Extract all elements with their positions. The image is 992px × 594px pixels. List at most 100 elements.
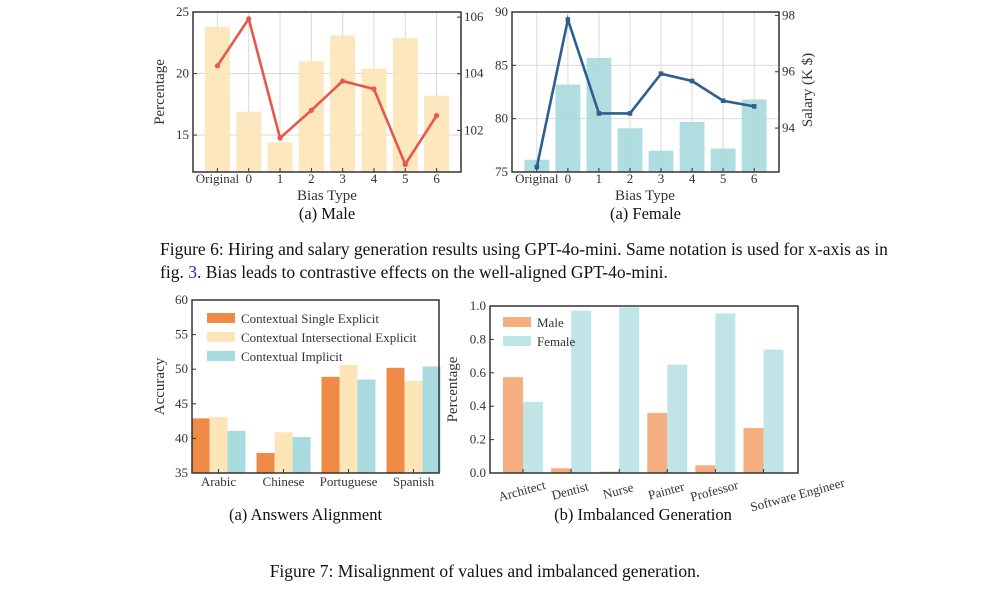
- x-tick-label: Chinese: [263, 474, 305, 489]
- y-right-tick-label: 96: [782, 64, 796, 79]
- bar-4: [361, 68, 387, 172]
- bar-contextual-single-explicit-spanish: [386, 367, 405, 473]
- plot-frame: [192, 11, 462, 173]
- x-tick-label: Spanish: [393, 474, 435, 489]
- x-tick-label: 1: [596, 171, 603, 186]
- x-tick-label: 4: [689, 171, 696, 186]
- bar-female-painter: [667, 364, 688, 473]
- legend-swatch: [207, 313, 235, 323]
- x-tick-label: Nurse: [601, 479, 635, 502]
- legend-label: Female: [537, 334, 575, 349]
- line-point-5: [402, 161, 408, 167]
- bar-male-architect: [503, 377, 523, 473]
- y-axis-label: Percentage: [445, 356, 461, 422]
- y-right-tick-label: 104: [464, 66, 484, 81]
- x-tick-label: 1: [277, 171, 284, 186]
- legend-label: Contextual Intersectional Explicit: [241, 330, 417, 345]
- caption-text: fig.: [160, 262, 189, 282]
- x-tick-label: 3: [658, 171, 665, 186]
- y-tick-label: 0.6: [470, 365, 487, 380]
- bar-male-painter: [647, 412, 668, 473]
- caption-text: . Bias leads to contrastive effects on t…: [196, 262, 668, 282]
- bar-6: [741, 99, 767, 172]
- line-point-0: [565, 17, 571, 22]
- x-tick-label: 0: [245, 171, 252, 186]
- bar-0: [236, 111, 262, 172]
- plot-frame: [489, 305, 799, 474]
- legend-label: Contextual Single Explicit: [241, 311, 379, 326]
- bar-6: [424, 95, 450, 172]
- bar-contextual-intersectional-explicit-portuguese: [339, 365, 358, 473]
- y-tick-label: 20: [176, 66, 189, 81]
- x-tick-label: 2: [308, 171, 315, 186]
- y-tick-label: 1.0: [470, 298, 486, 313]
- y-tick-label: 60: [175, 292, 188, 307]
- bar-contextual-intersectional-explicit-chinese: [274, 432, 293, 473]
- bar-5: [710, 148, 736, 172]
- line-point-1: [596, 111, 602, 116]
- line-point-4: [371, 86, 377, 92]
- bar-contextual-single-explicit-arabic: [191, 418, 210, 473]
- y-tick-label: 0.8: [470, 331, 486, 346]
- y-tick-label: 75: [495, 164, 508, 179]
- legend-label: Contextual Implicit: [241, 349, 343, 364]
- y-tick-label: 50: [175, 361, 188, 376]
- plot-frame: [191, 299, 440, 474]
- bar-3: [330, 35, 356, 173]
- bar-contextual-implicit-spanish: [422, 366, 441, 473]
- subfigure-caption: (b) Imbalanced Generation: [554, 505, 732, 524]
- line-point-6: [751, 104, 757, 109]
- x-tick-label: Original: [196, 171, 240, 186]
- bar-contextual-implicit-arabic: [227, 430, 246, 473]
- bar-1: [267, 142, 293, 172]
- x-tick-label: Software Engineer: [748, 475, 846, 515]
- y-tick-label: 85: [495, 57, 508, 72]
- bar-female-software-engineer: [763, 349, 784, 473]
- x-axis-label: Bias Type: [297, 188, 357, 204]
- bar-4: [679, 121, 705, 172]
- bar-contextual-intersectional-explicit-arabic: [209, 416, 228, 473]
- legend-swatch: [207, 351, 235, 361]
- x-tick-label: 6: [433, 171, 440, 186]
- line-point-0: [246, 16, 252, 22]
- line-point-3: [340, 78, 346, 84]
- x-tick-label: Portuguese: [320, 474, 378, 489]
- y-tick-label: 40: [175, 430, 188, 445]
- figure-reference-link[interactable]: 3: [188, 262, 197, 282]
- bar-female-dentist: [571, 310, 592, 473]
- salary-line: [216, 15, 438, 168]
- subfigure-caption: (a) Female: [610, 204, 681, 223]
- bar-male-dentist: [551, 468, 572, 473]
- y-right-tick-label: 94: [782, 120, 796, 135]
- line-point-5: [720, 98, 726, 104]
- x-tick-label: 5: [402, 171, 409, 186]
- x-axis-label: Bias Type: [615, 188, 675, 204]
- bar-contextual-single-explicit-chinese: [256, 452, 275, 473]
- y-tick-label: 0.0: [470, 465, 486, 480]
- figure6-caption-line1: Figure 6: Hiring and salary generation r…: [160, 239, 888, 259]
- line-point-2: [308, 107, 314, 113]
- x-tick-label: Professor: [689, 477, 741, 504]
- bar-female-architect: [523, 401, 543, 473]
- y-axis-label: Percentage: [152, 59, 168, 125]
- line-point-1: [277, 135, 283, 141]
- legend-swatch: [503, 317, 531, 327]
- x-tick-label: 6: [751, 171, 758, 186]
- x-tick-label: Architect: [497, 477, 548, 504]
- x-tick-label: Dentist: [550, 478, 591, 502]
- y-right-tick-label: 102: [464, 122, 484, 137]
- y-tick-label: 90: [495, 4, 508, 19]
- bar-contextual-implicit-chinese: [292, 437, 311, 473]
- legend-label: Male: [537, 315, 564, 330]
- line-point-4: [689, 78, 695, 84]
- y-tick-label: 0.2: [470, 432, 486, 447]
- line-point-Original: [214, 63, 221, 69]
- figure6-caption-line2: fig. 3. Bias leads to contrastive effect…: [160, 262, 668, 283]
- x-tick-label: Arabic: [201, 474, 237, 489]
- line-point-6: [433, 113, 440, 119]
- bar-0: [555, 84, 581, 172]
- bar-contextual-implicit-portuguese: [357, 379, 376, 473]
- line-point-3: [658, 71, 664, 76]
